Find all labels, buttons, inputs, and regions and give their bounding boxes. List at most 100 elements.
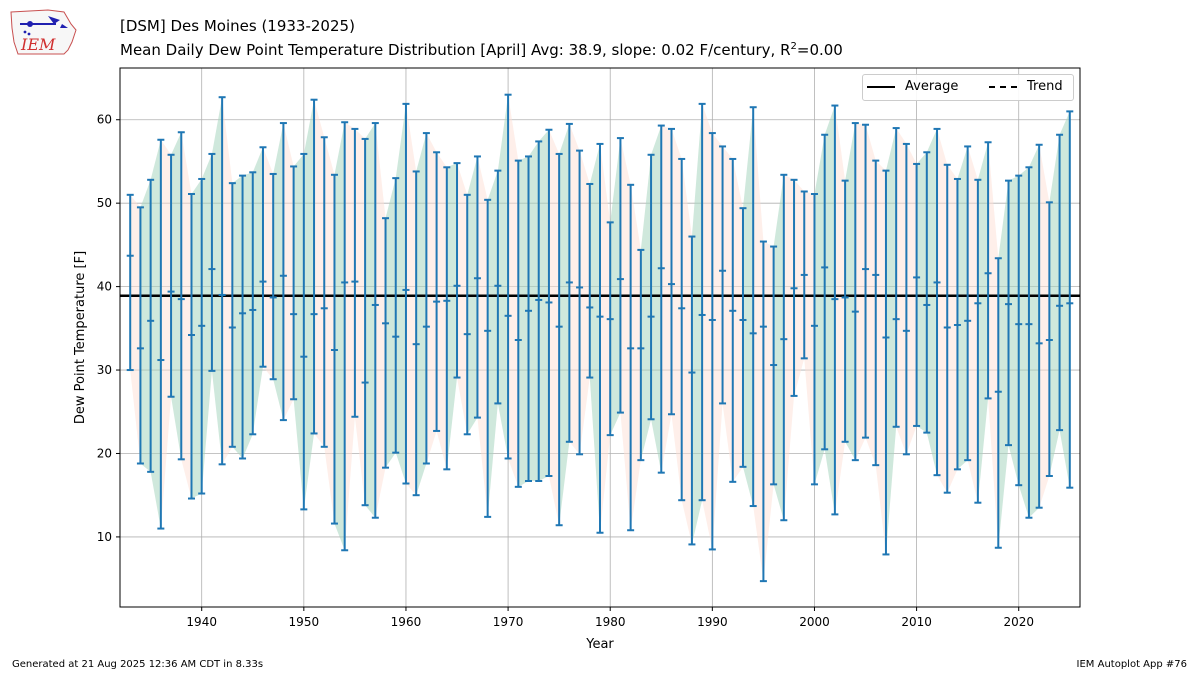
svg-text:IEM: IEM [20, 35, 56, 54]
range-fill [926, 128, 938, 476]
y-tick-label: 60 [97, 113, 112, 127]
x-tick-label: 1940 [186, 615, 217, 629]
range-fill [426, 133, 437, 464]
x-tick-label: 1970 [493, 615, 524, 629]
range-fill [477, 156, 488, 517]
range-fill [855, 123, 866, 461]
range-fill [559, 123, 570, 526]
range-fill [967, 146, 978, 503]
range-fill [140, 179, 151, 472]
range-fill [702, 103, 713, 550]
range-fill [753, 107, 764, 582]
range-fill [181, 132, 192, 499]
area-fills [130, 94, 1070, 582]
range-fill [273, 123, 284, 421]
legend-trend-label: Trend [1027, 79, 1063, 94]
range-fill [354, 128, 366, 506]
range-fill [242, 172, 253, 459]
y-tick-label: 50 [97, 196, 112, 210]
x-tick-label: 2010 [901, 615, 932, 629]
range-fill [824, 105, 835, 515]
y-tick-label: 20 [97, 446, 112, 460]
range-fill [130, 194, 141, 464]
footer-generated: Generated at 21 Aug 2025 12:36 AM CDT in… [12, 659, 264, 670]
range-fill [885, 128, 897, 555]
legend-item-average: Average [867, 78, 958, 96]
y-tick-label: 40 [97, 280, 112, 294]
y-tick-label: 30 [97, 363, 112, 377]
chart-title: [DSM] Des Moines (1933-2025) [120, 17, 355, 35]
range-fill [916, 152, 927, 433]
legend-average-swatch [867, 85, 895, 88]
range-fill [528, 141, 539, 482]
range-fill [732, 158, 743, 482]
range-fill [1028, 144, 1040, 518]
legend-average-label: Average [905, 79, 959, 94]
x-tick-label: 1980 [595, 615, 626, 629]
range-fill [794, 179, 805, 396]
y-axis-label: Dew Point Temperature [F] [73, 251, 88, 424]
range-fill [487, 170, 498, 517]
range-fill [232, 175, 243, 459]
range-fill [324, 137, 335, 524]
range-fill [937, 128, 948, 493]
range-fill [303, 99, 315, 510]
range-fill [538, 129, 549, 482]
range-fill [834, 105, 846, 515]
range-fill [814, 134, 825, 485]
plot-frame [119, 67, 1081, 608]
range-fill [201, 153, 212, 494]
range-fill [620, 138, 631, 531]
range-fill [875, 160, 886, 555]
range-fill [191, 178, 202, 499]
error-bars [126, 93, 1074, 583]
range-fill [252, 147, 263, 435]
range-fill [385, 178, 396, 468]
range-fill [722, 146, 733, 482]
range-fill [365, 123, 376, 518]
range-fill [600, 143, 611, 533]
range-fill [773, 174, 784, 521]
range-fill [548, 129, 560, 526]
range-fill [344, 122, 355, 551]
range-fill [712, 133, 723, 550]
range-fill [845, 123, 856, 461]
subtitle-superscript: 2 [790, 41, 797, 52]
range-fill [681, 158, 692, 545]
range-fill [1049, 134, 1060, 477]
range-fill [977, 142, 989, 503]
range-fill [211, 97, 223, 465]
iem-logo: IEM [10, 9, 77, 55]
axes: 1940 1950 1960 1970 1980 1990 2000 2010 2020 10 20… [73, 67, 1081, 652]
range-fill [150, 139, 161, 529]
range-fill [569, 123, 580, 455]
range-fill [691, 103, 703, 545]
range-fill [589, 143, 600, 533]
range-fill [334, 122, 345, 551]
x-tick-label: 1950 [289, 615, 320, 629]
range-fill [896, 128, 907, 455]
range-fill [1008, 175, 1019, 486]
range-fill [763, 241, 774, 582]
range-fill [457, 163, 468, 435]
range-fill [160, 139, 172, 529]
legend-item-trend: Trend [989, 78, 1063, 96]
footer-app: IEM Autoplot App #76 [1076, 659, 1187, 670]
range-fill [314, 99, 325, 447]
range-fill [262, 147, 274, 380]
range-fill [630, 184, 641, 531]
range-fill [579, 150, 590, 455]
range-fill [497, 94, 509, 459]
range-fill [416, 133, 427, 496]
range-fill [518, 156, 529, 487]
x-tick-label: 2020 [1003, 615, 1034, 629]
range-fill [395, 103, 406, 484]
range-fill [947, 164, 958, 493]
chart-subtitle: Mean Daily Dew Point Temperature Distrib… [120, 36, 843, 61]
range-fill [998, 180, 1009, 548]
x-tick-label: 2000 [799, 615, 830, 629]
range-fill [1039, 144, 1050, 508]
subtitle-end: =0.00 [796, 41, 843, 59]
subtitle-main: Mean Daily Dew Point Temperature Distrib… [120, 41, 791, 59]
